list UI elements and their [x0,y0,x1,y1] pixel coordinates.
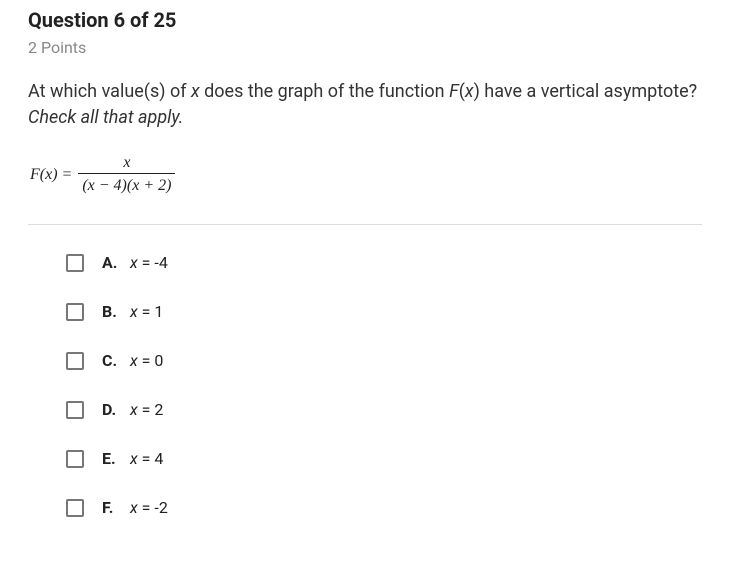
prompt-hint: Check all that apply. [28,107,183,128]
option-text: x = -2 [130,498,168,517]
option-letter: F. [102,498,120,517]
option-var: x [130,302,138,321]
option-value: = 1 [138,302,164,321]
option-var: x [130,253,138,272]
formula-fraction: x (x − 4)(x + 2) [78,153,175,196]
option-letter: D. [102,400,120,419]
option-value: = 2 [138,400,164,419]
option-letter: E. [102,449,120,468]
prompt-text-3: have a vertical asymptote? [480,81,697,102]
prompt-var-x-2: x [465,81,474,102]
checkbox-icon[interactable] [66,303,84,321]
option-d[interactable]: D. x = 2 [66,400,702,419]
formula-denominator: (x − 4)(x + 2) [78,173,175,196]
option-text: x = 4 [130,449,163,468]
option-a[interactable]: A. x = -4 [66,253,702,272]
checkbox-icon[interactable] [66,352,84,370]
checkbox-icon[interactable] [66,254,84,272]
options-list: A. x = -4 B. x = 1 C. x = 0 D. x = 2 E. … [28,253,702,517]
option-value: = -2 [138,498,168,517]
option-value: = -4 [138,253,168,272]
question-header: Question 6 of 25 [28,8,702,32]
formula-numerator: x [119,153,134,173]
option-text: x = 1 [130,302,163,321]
option-letter: A. [102,253,120,272]
option-var: x [130,351,138,370]
option-value: = 4 [138,449,164,468]
option-text: x = -4 [130,253,168,272]
option-text: x = 0 [130,351,163,370]
checkbox-icon[interactable] [66,401,84,419]
option-var: x [130,400,138,419]
formula-left: F(x) = [30,166,72,184]
prompt-var-x-1: x [191,81,200,102]
option-value: = 0 [138,351,164,370]
formula: F(x) = x (x − 4)(x + 2) [30,153,702,196]
option-b[interactable]: B. x = 1 [66,302,702,321]
prompt-text-2: does the graph of the function [200,81,449,102]
option-letter: B. [102,302,120,321]
prompt-text-1: At which value(s) of [28,81,191,102]
question-prompt: At which value(s) of x does the graph of… [28,79,702,131]
checkbox-icon[interactable] [66,499,84,517]
divider [28,224,702,225]
points-label: 2 Points [28,38,702,57]
option-letter: C. [102,351,120,370]
option-f[interactable]: F. x = -2 [66,498,702,517]
option-text: x = 2 [130,400,163,419]
option-var: x [130,449,138,468]
option-c[interactable]: C. x = 0 [66,351,702,370]
checkbox-icon[interactable] [66,450,84,468]
option-e[interactable]: E. x = 4 [66,449,702,468]
option-var: x [130,498,138,517]
prompt-fn: F [449,81,459,102]
